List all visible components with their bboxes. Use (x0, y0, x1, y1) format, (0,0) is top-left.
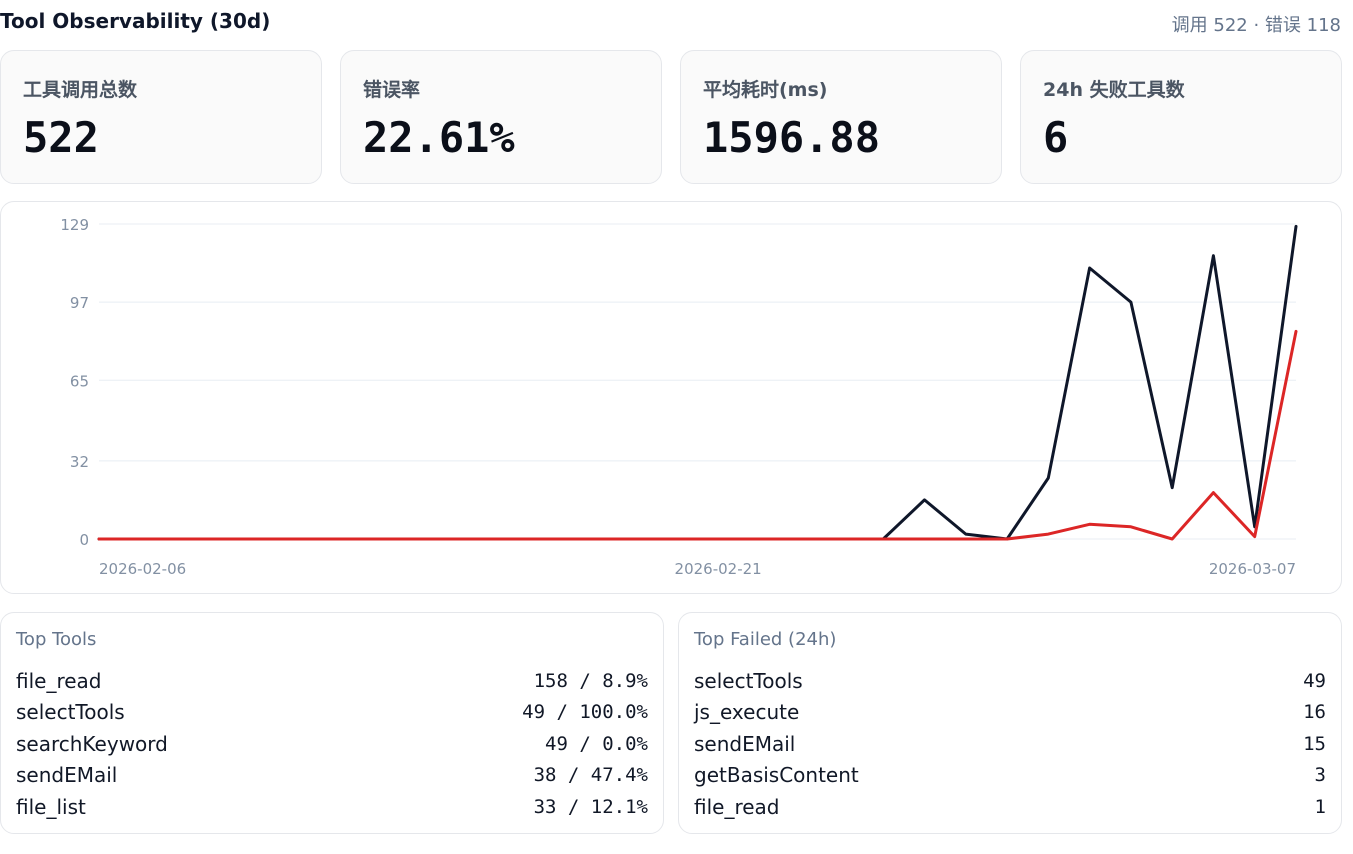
tool-name: selectTools (694, 668, 803, 693)
list-item: getBasisContent 3 (694, 760, 1326, 792)
x-tick-label: 2026-02-06 (99, 560, 186, 578)
stat-card-value: 522 (23, 113, 99, 162)
errors-series-line (97, 329, 1298, 541)
stat-card-failed-tools-24h: 24h 失败工具数 6 (1020, 50, 1342, 184)
tool-name: getBasisContent (694, 763, 859, 788)
tool-name: file_list (16, 794, 86, 819)
list-item: selectTools 49 / 100.0% (16, 697, 648, 729)
top-failed-panel: Top Failed (24h) selectTools 49 js_execu… (678, 612, 1342, 834)
list-item: searchKeyword 49 / 0.0% (16, 728, 648, 760)
stat-card-value: 1596.88 (703, 113, 881, 162)
tool-name: js_execute (694, 700, 800, 725)
stat-card-error-rate: 错误率 22.61% (340, 50, 662, 184)
stat-card-total-calls: 工具调用总数 522 (0, 50, 322, 184)
tool-name: file_read (16, 668, 102, 693)
tool-name: sendEMail (694, 731, 796, 756)
list-item: js_execute 16 (694, 697, 1326, 729)
stat-card-label: 平均耗时(ms) (703, 79, 828, 101)
failure-count: 1 (1314, 795, 1326, 818)
y-tick-label: 32 (70, 453, 89, 471)
page-title: Tool Observability (30d) (0, 9, 271, 33)
failure-count: 15 (1303, 732, 1326, 755)
tool-stat: 49 / 0.0% (545, 732, 648, 755)
x-tick-label: 2026-02-21 (675, 560, 762, 578)
tool-stat: 49 / 100.0% (522, 701, 648, 724)
list-item: sendEMail 15 (694, 728, 1326, 760)
tool-name: sendEMail (16, 763, 118, 788)
chart-svg: 0 32 65 97 129 2026-02-06 2026-02-21 2026-03-07 (60, 216, 1298, 578)
list-item: sendEMail 38 / 47.4% (16, 760, 648, 792)
tool-stat: 38 / 47.4% (533, 764, 648, 787)
tool-name: selectTools (16, 700, 125, 725)
tool-stat: 33 / 12.1% (533, 795, 648, 818)
panel-title: Top Tools (16, 629, 97, 650)
panel-title: Top Failed (24h) (694, 629, 837, 650)
y-tick-label: 129 (60, 216, 89, 234)
failure-count: 49 (1303, 669, 1326, 692)
x-tick-label: 2026-03-07 (1209, 560, 1296, 578)
header-summary: 调用 522 · 错误 118 (1171, 15, 1341, 36)
tool-stat: 158 / 8.9% (533, 669, 648, 692)
stat-card-value: 22.61% (363, 113, 515, 162)
calls-series-line (97, 224, 1298, 541)
top-tools-panel: Top Tools file_read 158 / 8.9% selectToo… (0, 612, 664, 834)
list-item: file_read 1 (694, 791, 1326, 823)
page-header: Tool Observability (30d) 调用 522 · 错误 118 (0, 0, 1353, 44)
stat-card-label: 工具调用总数 (23, 79, 138, 101)
stat-card-label: 错误率 (363, 79, 421, 101)
failure-count: 16 (1303, 701, 1326, 724)
tool-name: searchKeyword (16, 731, 168, 756)
stat-card-label: 24h 失败工具数 (1043, 79, 1185, 101)
list-item: file_read 158 / 8.9% (16, 665, 648, 697)
stat-card-avg-latency: 平均耗时(ms) 1596.88 (680, 50, 1002, 184)
stat-card-value: 6 (1043, 113, 1069, 162)
y-tick-label: 65 (70, 372, 89, 390)
failure-count: 3 (1314, 764, 1326, 787)
list-item: selectTools 49 (694, 665, 1326, 697)
tool-name: file_read (694, 794, 780, 819)
list-item: file_list 33 / 12.1% (16, 791, 648, 823)
y-tick-label: 97 (70, 294, 89, 312)
calls-errors-chart: 0 32 65 97 129 2026-02-06 2026-02-21 2026-03-07 (0, 201, 1342, 594)
y-tick-label: 0 (79, 531, 89, 549)
